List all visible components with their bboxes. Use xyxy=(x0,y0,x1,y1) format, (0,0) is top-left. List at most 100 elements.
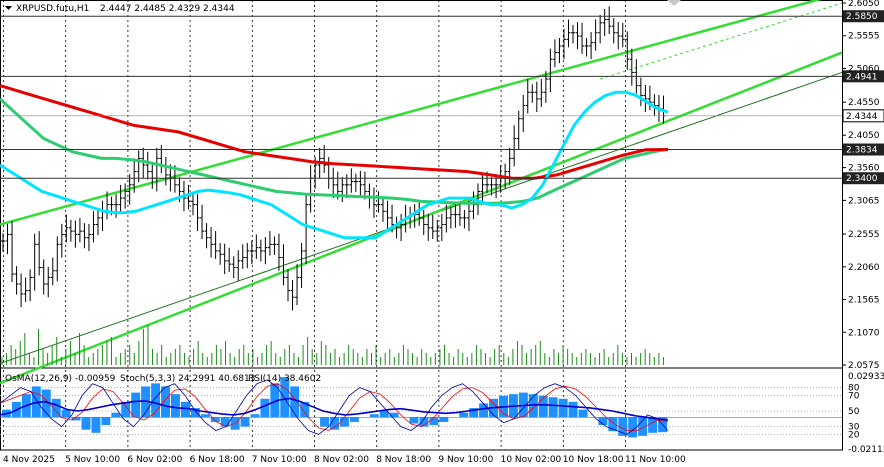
channel-upper xyxy=(0,0,822,226)
price-tick-label: 2.5555 xyxy=(848,32,880,42)
price-tick-label: 2.5060 xyxy=(848,64,880,74)
osma-bar xyxy=(180,401,190,418)
price-tick-label: 2.1070 xyxy=(848,328,880,338)
osma-bar xyxy=(81,417,91,430)
osma-bar xyxy=(210,417,220,422)
osma-bar xyxy=(111,412,121,418)
osma-bar xyxy=(161,386,170,418)
osma-bar xyxy=(339,417,349,427)
ema-mid-line xyxy=(0,97,669,205)
price-level-tag xyxy=(843,143,884,156)
osma-bar xyxy=(320,417,330,427)
osma-bar xyxy=(379,411,389,418)
osma-bar xyxy=(131,392,141,418)
osma-bar xyxy=(61,409,71,418)
time-tick-label: 6 Nov 18:00 xyxy=(190,455,245,465)
osma-bar xyxy=(51,398,61,418)
grid xyxy=(0,0,843,451)
osma-bar xyxy=(369,414,379,418)
osma-bar xyxy=(608,417,618,432)
osma-bar xyxy=(578,409,588,418)
osma-bar xyxy=(121,401,131,418)
rsi-label: RSI(14) 38.4602 xyxy=(248,374,321,384)
osma-bar xyxy=(280,377,290,418)
osma-bar xyxy=(240,417,250,427)
osma-bar xyxy=(270,383,280,418)
time-tick-label: 10 Nov 02:00 xyxy=(501,455,562,465)
stoch-main-line xyxy=(0,379,669,435)
price-tick-label: 2.3560 xyxy=(848,164,880,174)
price-level-tag xyxy=(843,172,884,185)
osma-bar xyxy=(558,398,568,418)
osma-bar xyxy=(538,395,548,418)
osma-bar xyxy=(190,408,200,418)
osma-bar xyxy=(439,417,449,422)
price-tick-label: 2.0575 xyxy=(848,361,880,371)
oscillator-tick-label: -0.021132 xyxy=(848,445,884,455)
price-level-value: 2.4344 xyxy=(846,112,878,122)
osma-bar xyxy=(548,397,558,418)
osma-bar xyxy=(409,417,419,424)
osma-bar xyxy=(479,403,489,418)
osma-bar xyxy=(260,398,270,418)
price-level-value: 2.5850 xyxy=(846,12,878,22)
osma-bar xyxy=(459,412,469,418)
osma-bar xyxy=(568,401,578,418)
price-tick-label: 2.1565 xyxy=(848,296,880,306)
osma-bar xyxy=(170,394,180,418)
osma-bar xyxy=(71,417,81,421)
osma-bar xyxy=(628,417,638,438)
oscillator-tick-label: 70 xyxy=(848,391,860,401)
ema-fast-line xyxy=(0,90,669,240)
menu-triangle-icon[interactable] xyxy=(5,6,12,10)
osma-bar xyxy=(638,417,648,436)
price-tick-label: 2.4550 xyxy=(848,98,880,108)
rsi-line xyxy=(0,397,669,421)
chart-header: XRPUSD.futu,H1 2.4447 2.4485 2.4329 2.43… xyxy=(5,4,235,14)
osma-bar xyxy=(220,417,230,427)
oscillator-tick-label: 80 xyxy=(848,384,860,394)
osma-bar xyxy=(598,417,608,426)
scroll-marker-icon[interactable] xyxy=(667,0,681,6)
osma-bar xyxy=(300,401,310,418)
osma-bar xyxy=(31,386,41,418)
ohlc-label: 2.4447 2.4485 2.4329 2.4344 xyxy=(100,4,235,14)
time-tick-label: 6 Nov 02:00 xyxy=(127,455,182,465)
price-bars xyxy=(1,6,666,311)
time-tick-label: 10 Nov 18:00 xyxy=(563,455,624,465)
time-tick-label: 8 Nov 02:00 xyxy=(314,455,369,465)
oscillator-tick-label: 0.029331 xyxy=(848,372,884,382)
time-tick-label: 7 Nov 10:00 xyxy=(252,455,307,465)
ema-slow-line xyxy=(0,84,669,180)
osma-bar xyxy=(41,389,51,418)
price-level-value: 2.4941 xyxy=(846,72,878,82)
moving-averages xyxy=(0,84,669,240)
stoch-label: Stoch(5,3,3) 24.2991 40.6813 xyxy=(120,374,255,384)
time-tick-label: 11 Nov 10:00 xyxy=(625,455,686,465)
price-tick-label: 2.6050 xyxy=(848,0,880,9)
price-level-value: 2.3834 xyxy=(846,146,878,156)
price-level-value: 2.3400 xyxy=(846,174,878,184)
price-axis: 2.6050 2.5555 2.5060 2.4550 2.4050 2.3560 2.30… xyxy=(842,0,880,450)
osma-bar xyxy=(330,417,339,430)
osma-bar xyxy=(389,412,399,418)
osma-bar xyxy=(528,394,538,418)
time-tick-label: 4 Nov 2025 xyxy=(3,455,55,465)
indicator-header: OsMA(12,26,9) -0.00959 Stoch(5,3,3) 24.2… xyxy=(5,374,321,384)
time-tick-label: 9 Nov 10:00 xyxy=(438,455,493,465)
volume-bars xyxy=(1,325,664,365)
osma-bar xyxy=(250,414,260,418)
price-level-tag xyxy=(843,10,884,23)
osma-bar xyxy=(469,408,479,418)
time-tick-label: 8 Nov 18:00 xyxy=(376,455,431,465)
price-tick-label: 2.2555 xyxy=(848,230,880,240)
osma-bar xyxy=(290,386,300,418)
scroll-marker[interactable] xyxy=(667,0,681,6)
osma-bar xyxy=(349,417,359,422)
price-tick-label: 2.2060 xyxy=(848,263,880,273)
oscillator-tick-label: 30 xyxy=(848,423,860,433)
osma-bar xyxy=(648,417,658,433)
channel-extension xyxy=(599,2,843,80)
osma-bar xyxy=(91,417,101,433)
